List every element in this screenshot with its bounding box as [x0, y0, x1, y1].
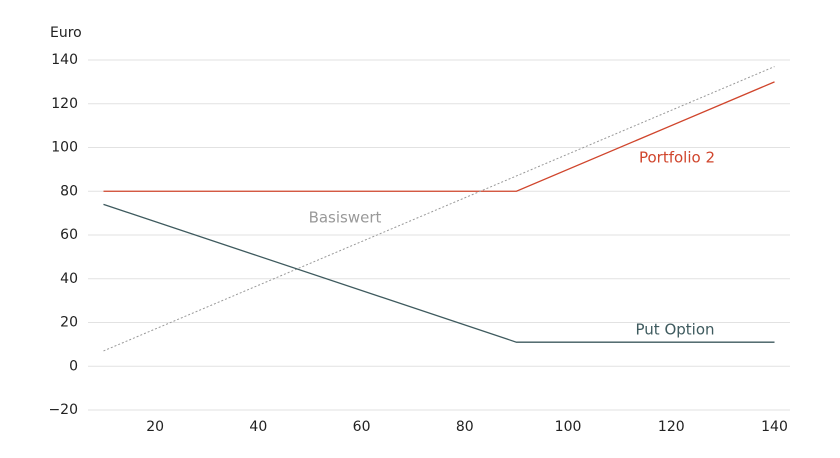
series-label: Put Option: [636, 321, 715, 339]
y-tick-label: 80: [60, 183, 78, 199]
x-tick-label: 120: [658, 419, 685, 435]
x-tick-label: 80: [456, 419, 474, 435]
x-tick-label: 140: [761, 419, 788, 435]
y-tick-label: 20: [60, 315, 78, 331]
x-tick-label: 40: [249, 419, 267, 435]
series-label: Basiswert: [309, 209, 382, 227]
x-tick-label: 100: [555, 419, 582, 435]
series-line: [103, 203, 775, 343]
y-tick-label: 0: [69, 358, 78, 374]
y-tick-label: −20: [48, 402, 78, 418]
y-tick-label: 120: [51, 96, 78, 112]
x-tick-label: 60: [353, 419, 371, 435]
y-tick-label: 60: [60, 227, 78, 243]
series-line: [103, 66, 775, 352]
x-tick-label: 20: [146, 419, 164, 435]
series-line: [103, 81, 775, 192]
y-tick-label: 100: [51, 140, 78, 156]
y-tick-label: 40: [60, 271, 78, 287]
y-tick-label: 140: [51, 52, 78, 68]
y-axis-label: Euro: [50, 25, 82, 41]
series-label: Portfolio 2: [639, 149, 715, 167]
